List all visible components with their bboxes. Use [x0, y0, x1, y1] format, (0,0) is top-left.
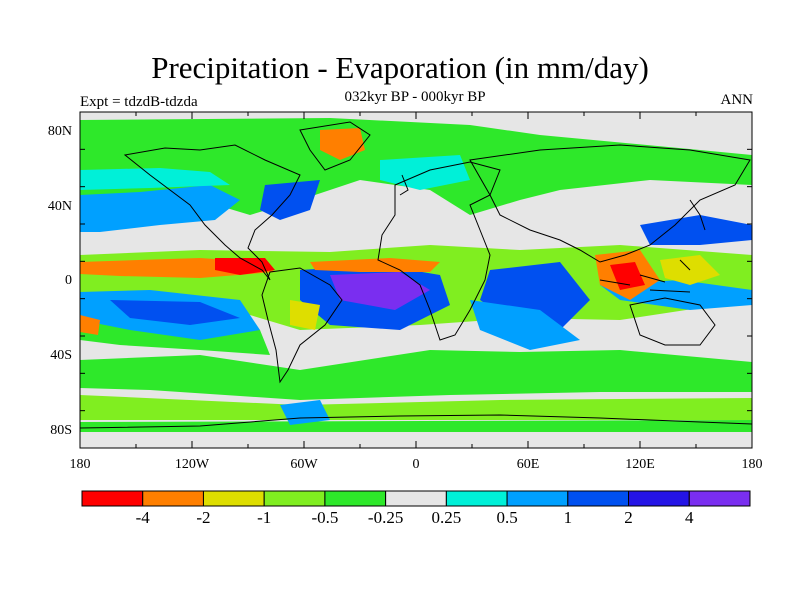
field-itcz-east-pacific-red — [215, 258, 275, 275]
coast-south-america — [261, 267, 343, 384]
lat-tick-label: 0 — [65, 273, 72, 288]
field-atlantic-violet — [330, 272, 430, 310]
field-south-pacific-darkblue — [110, 300, 240, 325]
lon-tick-label: 120W — [174, 457, 210, 472]
field-midlat-south-green — [80, 350, 752, 400]
field-antarctic-green — [80, 420, 752, 432]
lon-tick-label: 60E — [516, 457, 540, 472]
colorbar-tick-label: -0.5 — [311, 508, 339, 527]
lon-tick-label: 180 — [741, 457, 763, 472]
colorbar-swatch — [81, 490, 144, 507]
colorbar-swatch — [202, 490, 265, 507]
colorbar-swatch — [628, 490, 690, 507]
field-nw-atlantic-blue — [260, 180, 320, 220]
colorbar-tick-label: -4 — [135, 508, 150, 527]
colorbar-swatch — [385, 490, 447, 507]
colorbar-swatch — [445, 490, 508, 507]
lat-tick-label: 80N — [47, 124, 72, 139]
colorbar-swatch — [567, 490, 630, 507]
colorbar-swatch — [263, 490, 326, 507]
coast-greenland — [299, 121, 371, 171]
field-layer — [80, 118, 752, 432]
colorbar-tick-label: -0.25 — [367, 508, 404, 527]
coast-antarctica — [79, 414, 753, 429]
lat-tick-label: 40S — [50, 348, 72, 363]
colorbar-tick-label: 0.25 — [431, 508, 462, 527]
colorbar-tick-label: -2 — [196, 508, 211, 527]
field-north-pacific-blue — [80, 185, 240, 232]
field-south-pacific-orange — [80, 315, 100, 335]
coast-japan — [689, 199, 706, 231]
lat-tick-label: 80S — [50, 423, 72, 438]
lon-tick-label: 180 — [69, 457, 91, 472]
coast-europe-africa — [377, 161, 501, 341]
colorbar — [81, 490, 751, 507]
lat-tick-label: 40N — [47, 199, 72, 214]
colorbar-tick-label: 1 — [563, 508, 573, 527]
field-south-america-yellow — [290, 300, 320, 330]
coastlines — [79, 121, 753, 429]
coast-maritime-islands — [599, 259, 691, 293]
lon-tick-label: 120E — [625, 457, 655, 472]
lon-tick-label: 60W — [290, 457, 318, 472]
coast-asia — [469, 144, 751, 263]
colorbar-swatch — [688, 490, 751, 507]
chart-title: Precipitation - Evaporation (in mm/day) — [151, 50, 649, 85]
chart-subtitle: 032kyr BP - 000kyr BP — [344, 89, 486, 105]
axis-ticks — [79, 111, 753, 449]
colorbar-tick-label: 4 — [685, 508, 694, 527]
coast-north-america — [123, 144, 301, 281]
field-itcz-atlantic-orange — [310, 258, 440, 272]
colorbar-swatch — [142, 490, 204, 507]
lon-tick-label: 0 — [412, 457, 420, 472]
season-label: ANN — [720, 92, 754, 108]
coast-uk — [399, 174, 409, 196]
colorbar-swatch — [506, 490, 569, 507]
colorbar-tick-label: 0.5 — [496, 508, 518, 527]
field-south-ocean-lightgreen — [80, 395, 752, 420]
field-greenland-orange — [320, 128, 365, 160]
field-indian-ocean-lightblue — [470, 300, 580, 350]
experiment-label: Expt = tdzdB-tdzda — [80, 94, 198, 110]
colorbar-tick-label: 2 — [624, 508, 633, 527]
coast-australia — [629, 297, 716, 346]
colorbar-swatch — [324, 490, 387, 507]
colorbar-tick-label: -1 — [257, 508, 272, 527]
field-west-pacific-blue — [640, 215, 752, 245]
